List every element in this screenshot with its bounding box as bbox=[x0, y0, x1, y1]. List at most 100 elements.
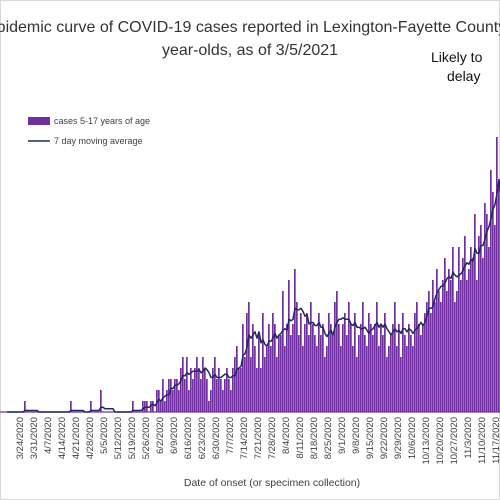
bar-day-188 bbox=[382, 335, 384, 412]
x-tick-label: 7/28/2020 bbox=[267, 417, 278, 459]
bar-day-231 bbox=[468, 269, 470, 412]
bar-day-77 bbox=[160, 401, 162, 412]
bar-day-171 bbox=[348, 302, 350, 412]
bar-day-162 bbox=[330, 324, 332, 412]
bar-day-183 bbox=[372, 335, 374, 412]
bar-day-196 bbox=[398, 324, 400, 412]
bar-day-98 bbox=[202, 357, 204, 412]
bar-day-243 bbox=[492, 192, 494, 412]
bar-day-133 bbox=[272, 313, 274, 412]
x-tick-label: 10/13/2020 bbox=[421, 417, 432, 465]
bar-day-141 bbox=[288, 280, 290, 412]
annotation-line-1: Likely to bbox=[431, 49, 483, 65]
bar-day-197 bbox=[400, 357, 402, 412]
bar-day-189 bbox=[384, 313, 386, 412]
bar-day-149 bbox=[304, 324, 306, 412]
bar-day-184 bbox=[374, 324, 376, 412]
bar-day-100 bbox=[206, 379, 208, 412]
bar-day-198 bbox=[402, 313, 404, 412]
bar-day-218 bbox=[442, 280, 444, 412]
bar-day-105 bbox=[216, 379, 218, 412]
bar-day-139 bbox=[284, 346, 286, 412]
bar-day-116 bbox=[238, 368, 240, 412]
bar-day-172 bbox=[350, 324, 352, 412]
bar-day-215 bbox=[436, 269, 438, 412]
legend: cases 5-17 years of age 7 day moving ave… bbox=[28, 116, 150, 146]
x-tick-label: 4/21/2020 bbox=[71, 417, 82, 459]
x-tick-label: 3/24/2020 bbox=[15, 417, 26, 459]
bar-day-102 bbox=[210, 390, 212, 412]
bar-day-83 bbox=[172, 390, 174, 412]
x-tick-label: 6/30/2020 bbox=[211, 417, 222, 459]
bar-day-89 bbox=[184, 379, 186, 412]
x-tick-label: 9/8/2020 bbox=[351, 417, 362, 454]
bar-day-182 bbox=[370, 324, 372, 412]
bar-day-142 bbox=[290, 335, 292, 412]
bar-day-232 bbox=[470, 247, 472, 412]
x-tick-label: 5/26/2020 bbox=[141, 417, 152, 459]
x-tick-label: 10/6/2020 bbox=[407, 417, 418, 459]
x-tick-label: 4/28/2020 bbox=[85, 417, 96, 459]
bar-day-217 bbox=[440, 302, 442, 412]
bar-day-167 bbox=[340, 346, 342, 412]
chart-title-line-1: Epidemic curve of COVID-19 cases reporte… bbox=[0, 19, 500, 36]
bar-day-241 bbox=[488, 247, 490, 412]
bar-day-110 bbox=[226, 368, 228, 412]
bar-day-234 bbox=[474, 214, 476, 412]
bar-day-32 bbox=[70, 401, 72, 412]
bar-day-140 bbox=[286, 324, 288, 412]
bar-day-91 bbox=[188, 390, 190, 412]
bar-day-95 bbox=[196, 357, 198, 412]
bar-day-161 bbox=[328, 313, 330, 412]
bar-day-204 bbox=[414, 313, 416, 412]
bar-day-209 bbox=[424, 313, 426, 412]
bar-day-178 bbox=[362, 302, 364, 412]
bar-day-121 bbox=[248, 302, 250, 412]
bar-day-170 bbox=[346, 335, 348, 412]
bar-day-90 bbox=[186, 357, 188, 412]
bar-day-191 bbox=[388, 346, 390, 412]
x-tick-label: 9/15/2020 bbox=[365, 417, 376, 459]
chart-title-line-2: year-olds, as of 3/5/2021 bbox=[162, 42, 338, 59]
bar-day-163 bbox=[332, 335, 334, 412]
bar-day-123 bbox=[252, 324, 254, 412]
x-tick-label: 10/20/2020 bbox=[435, 417, 446, 465]
x-tick-label: 11/10/2020 bbox=[477, 417, 488, 464]
bar-day-107 bbox=[220, 379, 222, 412]
bar-day-245 bbox=[496, 137, 498, 412]
bar-day-165 bbox=[336, 291, 338, 412]
bar-day-236 bbox=[478, 236, 480, 412]
bar-day-135 bbox=[276, 357, 278, 412]
bar-day-81 bbox=[168, 379, 170, 412]
x-tick-label: 7/21/2020 bbox=[253, 417, 264, 459]
x-tick-label: 9/1/2020 bbox=[337, 417, 348, 454]
bar-day-164 bbox=[334, 302, 336, 412]
bar-day-97 bbox=[200, 379, 202, 412]
bar-day-238 bbox=[482, 258, 484, 412]
bar-day-224 bbox=[454, 302, 456, 412]
bar-day-138 bbox=[282, 291, 284, 412]
bar-day-96 bbox=[198, 368, 200, 412]
bar-day-82 bbox=[170, 379, 172, 412]
bar-day-42 bbox=[90, 401, 92, 412]
bar-day-214 bbox=[434, 302, 436, 412]
bar-day-75 bbox=[156, 390, 158, 412]
x-tick-label: 8/4/2020 bbox=[281, 417, 292, 454]
bar-day-246 bbox=[498, 181, 500, 412]
x-tick-label: 6/2/2020 bbox=[155, 417, 166, 454]
bar-day-229 bbox=[464, 236, 466, 412]
x-tick-label: 11/3/2020 bbox=[463, 417, 474, 459]
x-axis-title: Date of onset (or specimen collection) bbox=[184, 477, 360, 489]
bar-day-88 bbox=[182, 357, 184, 412]
bar-day-103 bbox=[212, 368, 214, 412]
bar-day-157 bbox=[320, 335, 322, 412]
bar-day-92 bbox=[190, 368, 192, 412]
x-tick-label: 6/16/2020 bbox=[183, 417, 194, 459]
bar-day-128 bbox=[262, 313, 264, 412]
x-tick-label: 5/5/2020 bbox=[99, 417, 110, 454]
bar-day-131 bbox=[268, 324, 270, 412]
x-tick-label: 7/7/2020 bbox=[225, 417, 236, 454]
bar-day-179 bbox=[364, 335, 366, 412]
